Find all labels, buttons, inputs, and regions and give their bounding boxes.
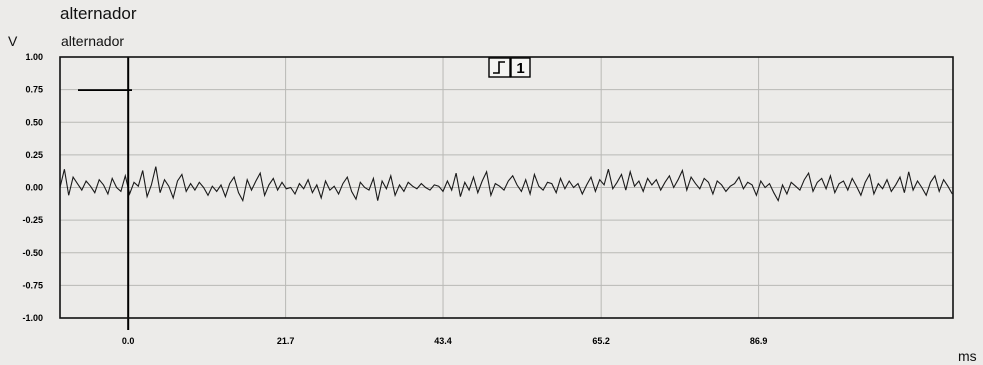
y-axis-unit-label: V xyxy=(8,33,18,49)
channel-name-label: alternador xyxy=(61,33,125,49)
y-tick-label: 1.00 xyxy=(25,52,43,62)
y-tick-label: 0.50 xyxy=(25,117,43,127)
x-tick-label: 0.0 xyxy=(122,336,135,346)
x-tick-label: 86.9 xyxy=(750,336,768,346)
x-axis-unit-label: ms xyxy=(958,348,977,364)
y-tick-label: -0.75 xyxy=(22,280,43,290)
y-axis-ticks: 1.00 0.75 0.50 0.25 0.00 -0.25 -0.50 -0.75 -1.00 xyxy=(22,52,43,323)
trigger-marker[interactable]: 1 xyxy=(488,57,531,78)
y-tick-label: -0.50 xyxy=(22,248,43,258)
y-tick-label: 0.25 xyxy=(25,150,43,160)
x-tick-label: 65.2 xyxy=(592,336,610,346)
grid-lines xyxy=(60,56,953,319)
rising-edge-trigger-icon xyxy=(493,61,505,74)
y-tick-label: -0.25 xyxy=(22,215,43,225)
y-tick-label: 0.00 xyxy=(25,183,43,193)
chart-title: alternador xyxy=(60,4,137,23)
cursor-label: ▬▬▬▬▬▬▬▬▬ xyxy=(78,87,132,93)
x-tick-label: 21.7 xyxy=(277,336,295,346)
y-tick-label: 0.75 xyxy=(25,85,43,95)
y-tick-label: -1.00 xyxy=(22,313,43,323)
trigger-channel-number: 1 xyxy=(516,60,524,77)
signal-trace xyxy=(59,166,953,203)
plot-frame xyxy=(59,56,954,319)
x-axis-ticks: 0.0 21.7 43.4 65.2 86.9 xyxy=(122,336,767,346)
x-tick-label: 43.4 xyxy=(434,336,452,346)
